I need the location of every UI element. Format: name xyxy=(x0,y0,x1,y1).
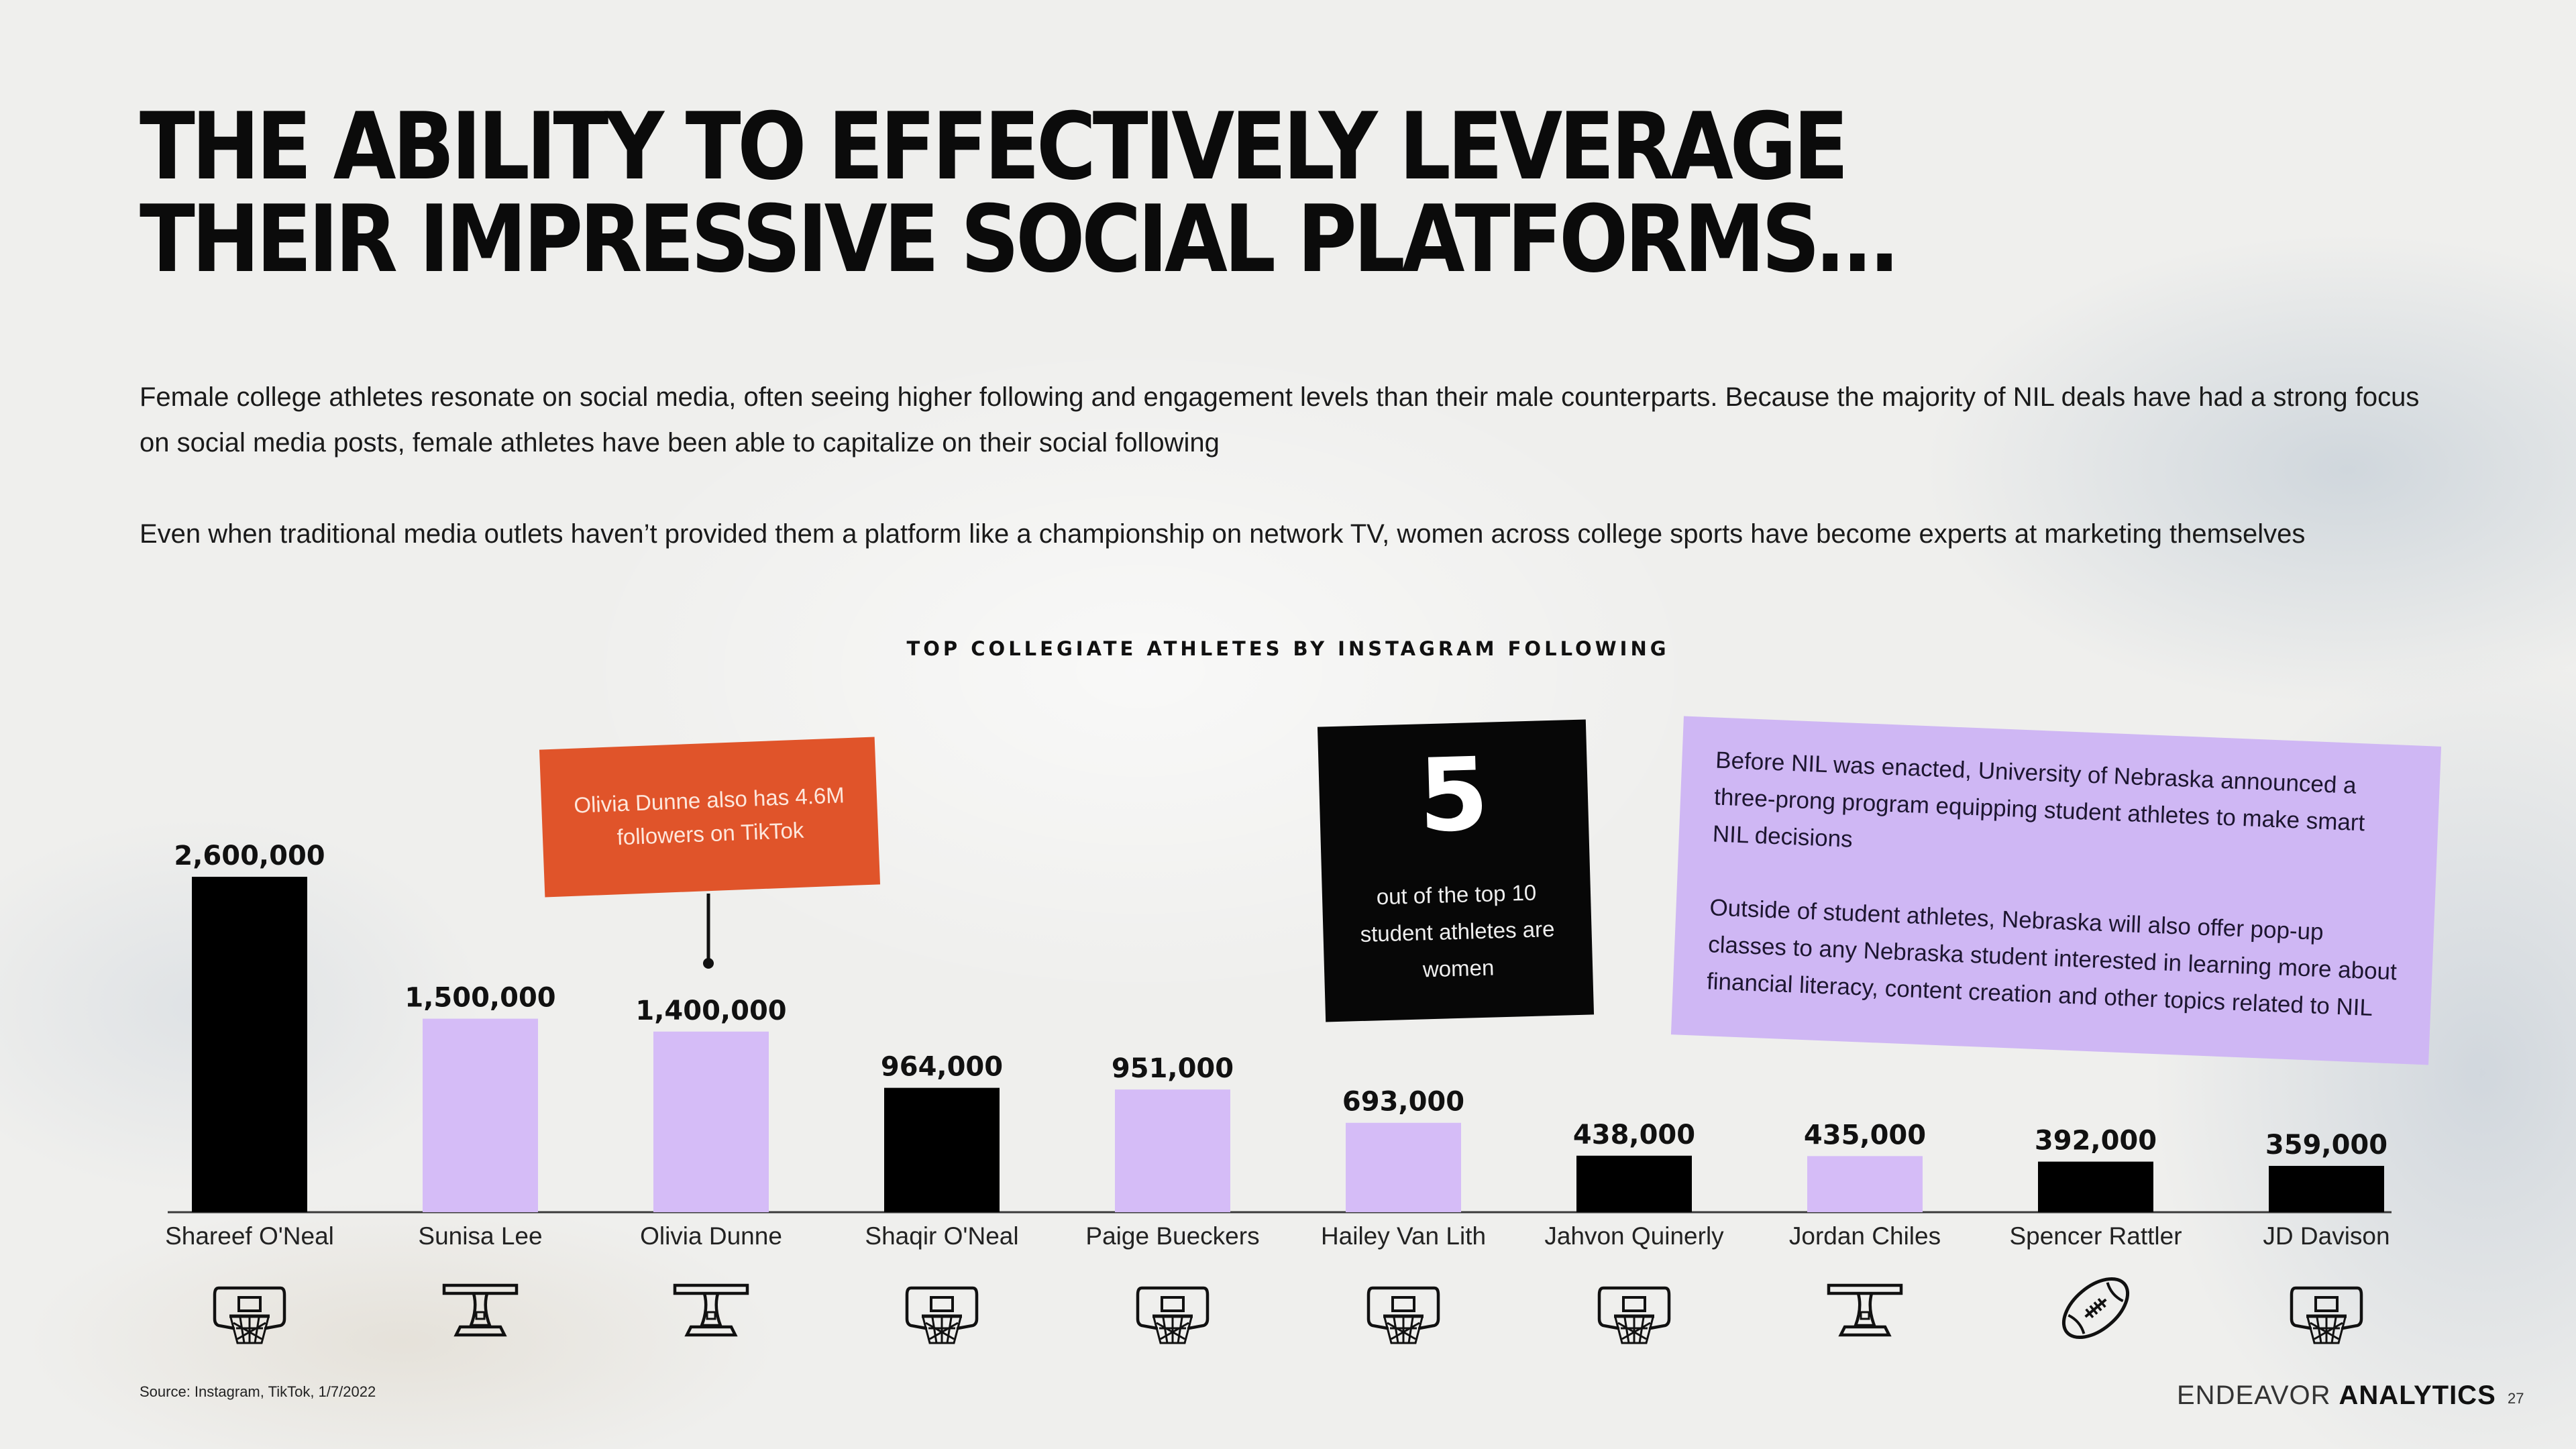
callout-connector-dot xyxy=(703,958,714,969)
nebraska-paragraph-2: Outside of student athletes, Nebraska wi… xyxy=(1706,894,2398,1022)
basketball-hoop-icon xyxy=(1597,1286,1671,1344)
basketball-hoop-icon xyxy=(1366,1286,1440,1344)
tiktok-callout: Olivia Dunne also has 4.6M followers on … xyxy=(539,737,881,898)
women-stat-number: 5 xyxy=(1417,736,1491,855)
basketball-hoop-icon xyxy=(2290,1286,2363,1344)
bar-value-label: 392,000 xyxy=(2035,1126,2157,1157)
bar xyxy=(192,877,307,1212)
bar-value-label: 964,000 xyxy=(881,1052,1003,1083)
bar xyxy=(884,1087,1000,1212)
source-note: Source: Instagram, TikTok, 1/7/2022 xyxy=(140,1383,376,1400)
secondary-paragraph: Even when traditional media outlets have… xyxy=(140,519,2306,549)
football-icon xyxy=(2061,1277,2130,1340)
bar xyxy=(1346,1122,1461,1212)
category-label: Shareef O'Neal xyxy=(165,1222,334,1250)
page-number: 27 xyxy=(2508,1390,2524,1407)
bar-value-label: 693,000 xyxy=(1342,1087,1464,1118)
women-stat-callout: 5 out of the top 10 student athletes are… xyxy=(1317,719,1595,1022)
category-label: JD Davison xyxy=(2263,1222,2390,1250)
bar-value-label: 2,600,000 xyxy=(174,841,325,871)
bar-value-label: 435,000 xyxy=(1804,1120,1926,1150)
category-label: Hailey Van Lith xyxy=(1321,1222,1486,1250)
bar xyxy=(1576,1155,1692,1212)
bar-value-label: 438,000 xyxy=(1573,1120,1695,1150)
brand-suffix: ANALYTICS xyxy=(2339,1381,2496,1410)
bar xyxy=(2269,1165,2384,1212)
gymnastics-beam-icon xyxy=(673,1283,749,1337)
gymnastics-beam-icon xyxy=(442,1283,519,1337)
category-label: Olivia Dunne xyxy=(640,1222,782,1250)
gymnastics-beam-icon xyxy=(1827,1283,1903,1337)
chart-title: TOP COLLEGIATE ATHLETES BY INSTAGRAM FOL… xyxy=(906,637,1670,660)
basketball-hoop-icon xyxy=(213,1286,286,1344)
intro-paragraph: Female college athletes resonate on soci… xyxy=(140,382,2420,458)
category-label: Jahvon Quinerly xyxy=(1544,1222,1724,1250)
nebraska-callout: Before NIL was enacted, University of Ne… xyxy=(1670,716,2442,1065)
bar xyxy=(1807,1156,1923,1212)
women-stat-text: out of the top 10 student athletes are w… xyxy=(1360,879,1555,982)
bar xyxy=(423,1018,538,1212)
page-title: THE ABILITY TO EFFECTIVELY LEVERAGE THEI… xyxy=(140,93,1898,293)
bar-value-label: 951,000 xyxy=(1112,1053,1234,1084)
bar xyxy=(1115,1089,1230,1212)
category-label: Sunisa Lee xyxy=(418,1222,542,1250)
bar-value-label: 1,500,000 xyxy=(405,983,555,1014)
brand-name: ENDEAVOR xyxy=(2177,1381,2331,1410)
category-label: Jordan Chiles xyxy=(1789,1222,1941,1250)
brand-logo: ENDEAVOR ANALYTICS xyxy=(2177,1381,2496,1411)
bar-value-label: 359,000 xyxy=(2265,1130,2387,1161)
basketball-hoop-icon xyxy=(1136,1286,1210,1344)
nebraska-paragraph-1: Before NIL was enacted, University of Ne… xyxy=(1712,747,2366,853)
category-label: Shaqir O'Neal xyxy=(865,1222,1018,1250)
bar xyxy=(2038,1161,2153,1212)
tiktok-callout-text: Olivia Dunne also has 4.6M followers on … xyxy=(573,782,845,850)
category-label: Spencer Rattler xyxy=(2009,1222,2182,1250)
basketball-hoop-icon xyxy=(905,1286,979,1344)
category-label: Paige Bueckers xyxy=(1085,1222,1259,1250)
bar xyxy=(653,1031,769,1212)
bar-value-label: 1,400,000 xyxy=(635,996,786,1026)
